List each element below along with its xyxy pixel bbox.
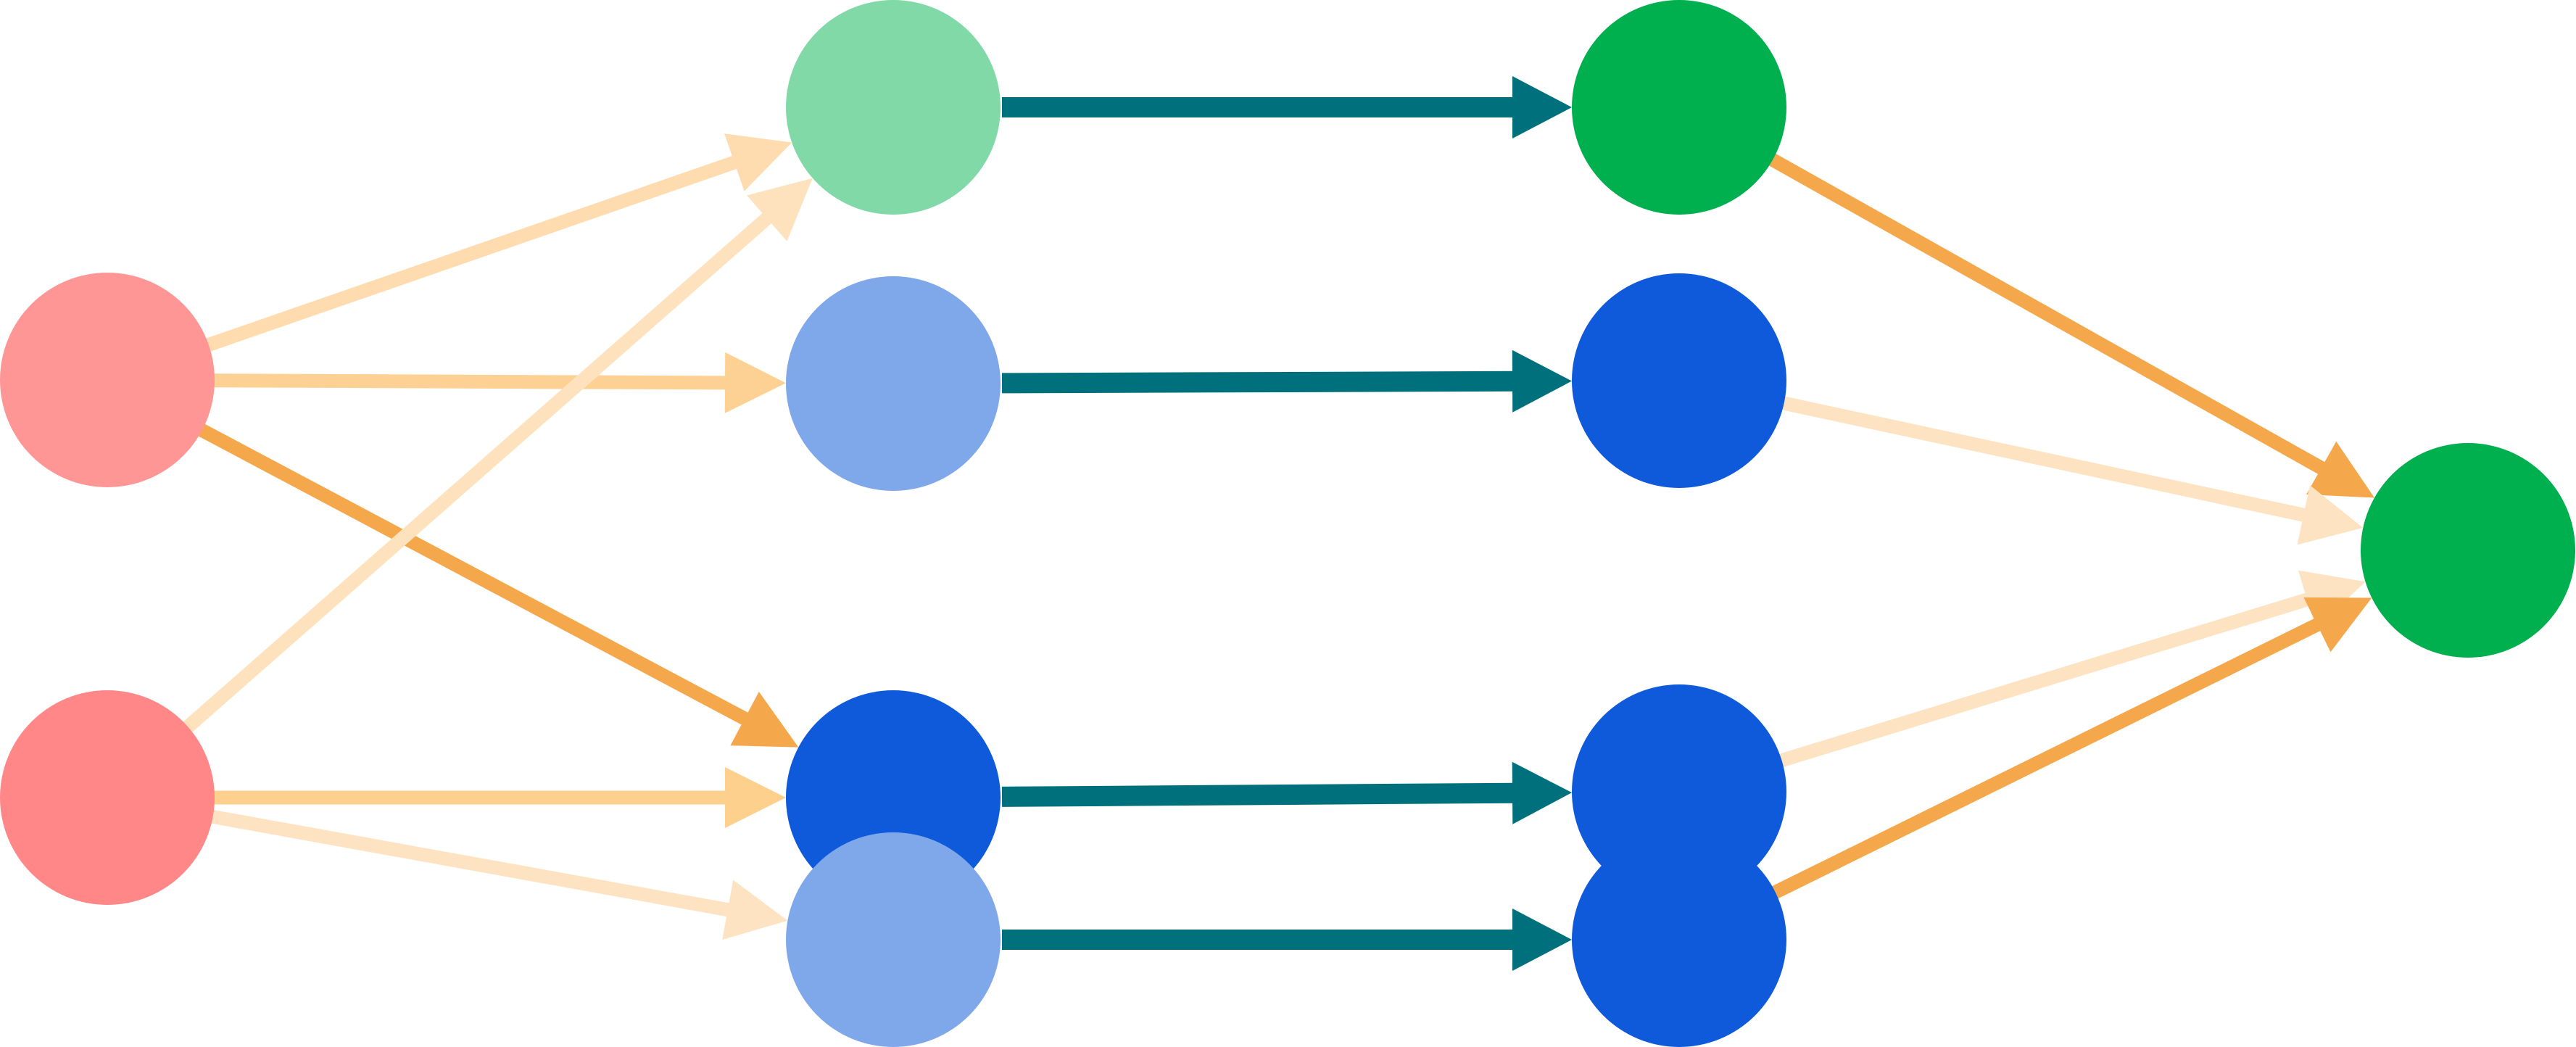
edge-in-1-to-h1-1 [202, 133, 792, 353]
edge-shaft [1001, 371, 1516, 394]
edge-in-1-to-h1-2 [210, 352, 786, 413]
edge-in-2-to-h1-1 [180, 178, 813, 735]
node-hidden-1-h1-4 [786, 832, 1001, 1047]
edge-shaft [1778, 395, 2308, 523]
arrowhead-icon [2303, 597, 2372, 653]
arrowhead-icon [724, 352, 786, 413]
edge-shaft [202, 154, 740, 353]
edge-h1-4-to-h2-4 [1002, 909, 1572, 971]
edge-shaft [1001, 782, 1516, 807]
arrowhead-icon [1512, 909, 1572, 971]
edge-in-1-to-h1-3 [194, 422, 799, 748]
edge-h1-1-to-h2-1 [1002, 76, 1572, 138]
arrowhead-icon [747, 178, 813, 241]
edge-shaft [1765, 152, 2327, 476]
arrowhead-icon [730, 692, 799, 748]
edge-h2-4-to-out-1 [1768, 597, 2372, 901]
arrowhead-icon [1512, 761, 1572, 824]
edge-in-2-to-h1-4 [207, 808, 788, 940]
arrowhead-icon [724, 133, 792, 191]
node-input-in-1 [0, 273, 215, 487]
edge-shaft [194, 422, 751, 727]
node-hidden-1-h1-1 [786, 0, 1001, 215]
edge-h1-2-to-h2-2 [1001, 349, 1572, 413]
arrowhead-icon [725, 767, 786, 828]
node-hidden-1-h1-2 [786, 276, 1001, 491]
edge-h1-3-to-h2-3 [1001, 761, 1572, 824]
arrowhead-icon [1512, 76, 1572, 138]
edges-layer [180, 76, 2374, 971]
node-hidden-2-h2-2 [1572, 273, 1786, 488]
node-hidden-2-h2-1 [1572, 0, 1786, 215]
arrowhead-icon [2306, 441, 2374, 498]
node-input-in-2 [0, 690, 215, 905]
arrowhead-icon [2297, 485, 2364, 545]
node-hidden-2-h2-3 [1572, 684, 1786, 899]
edge-h2-2-to-out-1 [1778, 395, 2364, 545]
edge-shaft [207, 808, 732, 917]
edge-shaft [180, 211, 774, 735]
edge-in-2-to-h1-3 [210, 767, 786, 828]
edge-shaft [1768, 617, 2323, 901]
edge-h2-3-to-out-1 [1776, 570, 2366, 769]
node-output-out-1 [2361, 443, 2575, 658]
arrowhead-icon [722, 880, 788, 940]
edge-h2-1-to-out-1 [1765, 152, 2374, 498]
node-hidden-2-h2-4 [1572, 832, 1786, 1047]
edge-shaft [210, 373, 729, 390]
edge-shaft [1776, 592, 2312, 769]
arrowhead-icon [1512, 349, 1572, 413]
